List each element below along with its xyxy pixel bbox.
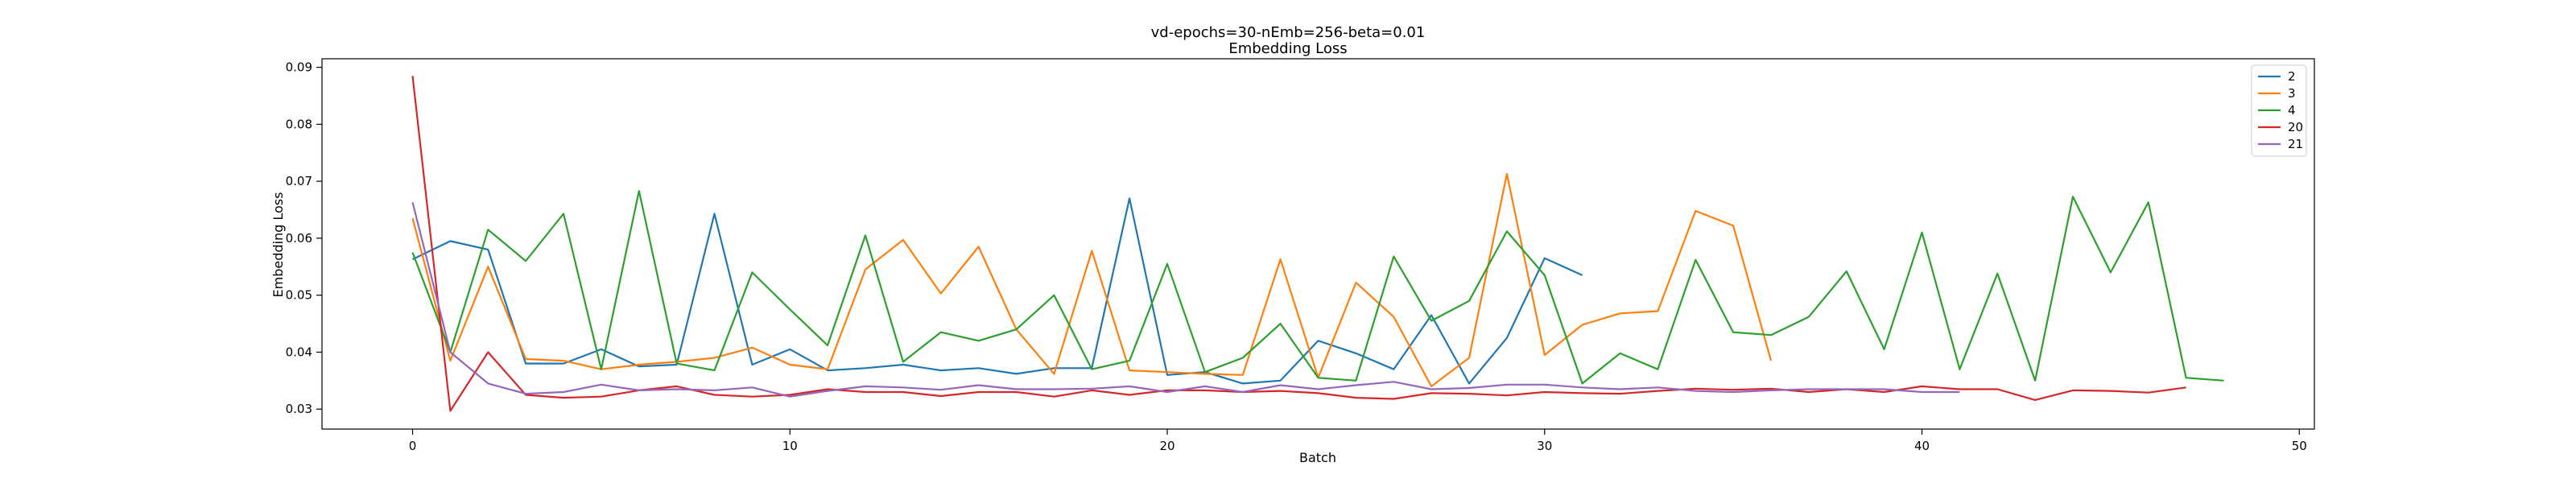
x-axis-label: Batch	[1299, 450, 1336, 465]
series-line-21	[411, 202, 1960, 398]
x-tick-label: 50	[2292, 439, 2307, 453]
chart-title: vd-epochs=30-nEmb=256-beta=0.01	[1151, 24, 1426, 41]
x-tick-label: 30	[1537, 439, 1552, 453]
y-tick-label: 0.09	[286, 60, 312, 75]
y-axis-label: Embedding Loss	[270, 192, 286, 298]
series-line-2	[412, 197, 1583, 385]
x-tick-label: 10	[782, 439, 798, 453]
series-line-3	[411, 172, 1773, 387]
legend-label-3: 3	[2288, 86, 2296, 101]
y-tick-label: 0.03	[286, 402, 312, 416]
x-tick-label: 0	[409, 439, 417, 453]
y-tick-label: 0.04	[286, 345, 312, 359]
series-line-4	[411, 190, 2224, 385]
plot-frame	[321, 58, 2315, 430]
ticks-layer: 0 10 20 30 40 50 0.03 0.04 0.05 0.06 0.07 0.08 0.09	[286, 60, 2307, 453]
x-tick-label: 20	[1159, 439, 1174, 453]
series-line-20	[411, 76, 2186, 412]
y-tick-label: 0.07	[286, 174, 312, 188]
x-tick-label: 40	[1914, 439, 1930, 453]
legend-label-21: 21	[2288, 137, 2303, 151]
legend: 2 3 4 20 21	[2251, 64, 2307, 157]
chart-subtitle: Embedding Loss	[1228, 40, 1347, 57]
legend-label-4: 4	[2288, 103, 2296, 118]
y-tick-label: 0.08	[286, 117, 312, 131]
lines-layer	[411, 76, 2224, 412]
legend-label-20: 20	[2288, 120, 2303, 134]
y-tick-label: 0.06	[286, 231, 312, 246]
legend-label-2: 2	[2288, 69, 2296, 84]
y-tick-label: 0.05	[286, 288, 312, 303]
